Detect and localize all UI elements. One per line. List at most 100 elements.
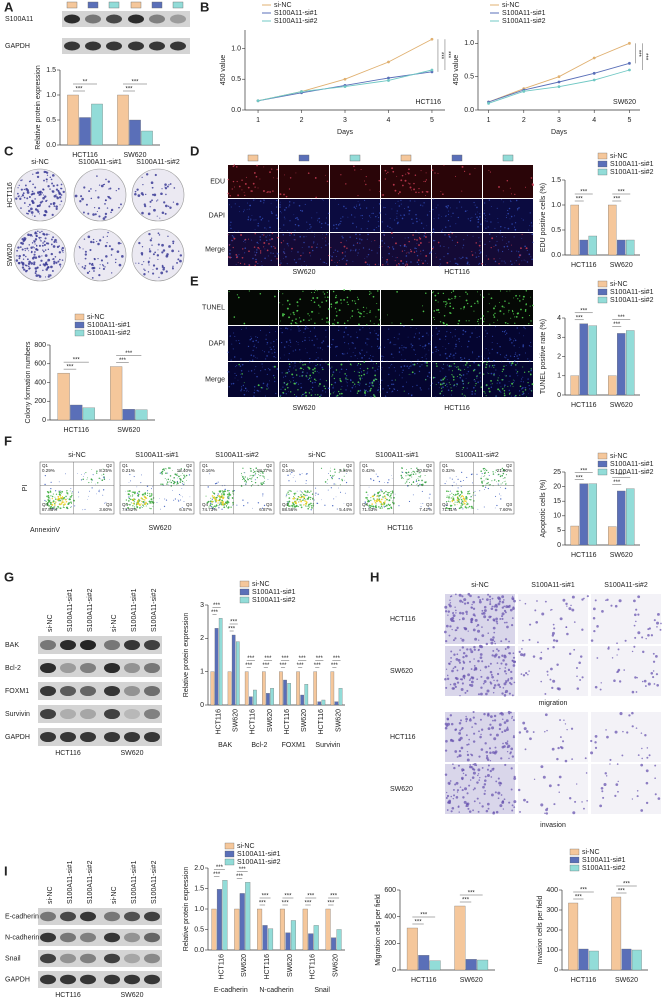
cell-dot bbox=[483, 615, 487, 619]
cell-dot bbox=[303, 369, 305, 370]
cell-dot bbox=[313, 378, 316, 381]
cell-dot bbox=[356, 254, 358, 256]
cell-dot bbox=[503, 390, 506, 392]
cell-dot bbox=[463, 502, 466, 505]
cell-dot bbox=[285, 384, 287, 386]
cell-dot bbox=[378, 347, 380, 349]
cell-dot bbox=[549, 678, 552, 681]
cell-dot bbox=[301, 395, 303, 397]
cell-dot bbox=[332, 374, 334, 376]
cell-dot bbox=[234, 377, 236, 379]
cell-dot bbox=[501, 718, 504, 721]
cell-dot bbox=[66, 506, 68, 509]
cell-dot bbox=[494, 608, 498, 612]
lane-header: S100A11-si#1 bbox=[131, 588, 138, 632]
blot-band bbox=[144, 685, 160, 697]
cell-dot bbox=[224, 488, 226, 491]
blot-band bbox=[144, 953, 160, 964]
cell-dot bbox=[366, 372, 368, 374]
quadrant-name: Q3 bbox=[186, 502, 193, 507]
cell-dot bbox=[381, 240, 383, 242]
blot-band bbox=[80, 932, 96, 943]
blot-band bbox=[104, 731, 120, 743]
bar bbox=[67, 94, 79, 146]
cell-dot bbox=[564, 723, 567, 725]
colony bbox=[92, 238, 95, 241]
cell-dot bbox=[269, 380, 270, 382]
cell-dot bbox=[103, 478, 106, 481]
cell-dot bbox=[337, 224, 340, 226]
cell-dot bbox=[473, 201, 475, 204]
cell-dot bbox=[289, 303, 291, 306]
cell-dot bbox=[525, 260, 527, 262]
colony bbox=[34, 238, 38, 241]
cell-dot bbox=[229, 195, 231, 197]
colony bbox=[26, 191, 30, 194]
cell-dot bbox=[372, 505, 375, 508]
cell-dot bbox=[290, 490, 292, 492]
cell-dot bbox=[404, 237, 406, 239]
cell-dot bbox=[290, 322, 293, 325]
cell-dot bbox=[294, 223, 297, 226]
cell-dot bbox=[466, 373, 468, 375]
cell-dot bbox=[282, 386, 284, 388]
cell-dot bbox=[241, 373, 243, 375]
cell-dot bbox=[424, 474, 426, 476]
cell-dot bbox=[500, 757, 503, 760]
cell-dot bbox=[631, 711, 634, 715]
cell-dot bbox=[266, 383, 269, 385]
cell-dot bbox=[479, 372, 481, 374]
cell-dot bbox=[383, 234, 385, 236]
cell-dot bbox=[461, 612, 465, 615]
cell-dot bbox=[590, 739, 593, 743]
cell-dot bbox=[506, 740, 509, 742]
cell-dot bbox=[137, 494, 139, 497]
cell-dot bbox=[355, 331, 357, 333]
cell-dot bbox=[449, 604, 452, 608]
cell-dot bbox=[493, 714, 497, 718]
cell-dot bbox=[347, 320, 349, 322]
cell-dot bbox=[453, 354, 455, 356]
cell-dot bbox=[556, 663, 559, 667]
colony bbox=[34, 251, 36, 253]
cell-dot bbox=[342, 216, 344, 218]
cell-dot bbox=[462, 380, 464, 382]
cell-dot bbox=[505, 357, 507, 359]
cell-dot bbox=[401, 467, 403, 469]
cell-dot bbox=[366, 313, 368, 315]
cell-dot bbox=[295, 492, 297, 494]
cell-dot bbox=[508, 302, 510, 304]
cell-dot bbox=[537, 641, 539, 644]
cell-dot bbox=[584, 757, 587, 760]
cell-dot bbox=[280, 388, 282, 390]
colony bbox=[96, 210, 98, 213]
cell-dot bbox=[285, 341, 288, 343]
cell-dot bbox=[386, 494, 387, 496]
cell-dot bbox=[607, 647, 610, 650]
cell-dot bbox=[646, 756, 649, 759]
colony bbox=[50, 243, 53, 246]
colony bbox=[26, 212, 28, 215]
cell-dot bbox=[339, 469, 341, 471]
cell-dot bbox=[522, 344, 525, 346]
quadrant-percent: 7.42% bbox=[419, 507, 432, 512]
cell-dot bbox=[559, 736, 562, 738]
x-tick-label: 1 bbox=[256, 117, 260, 124]
cell-dot bbox=[455, 483, 457, 485]
cell-dot bbox=[386, 498, 388, 501]
cell-dot bbox=[166, 479, 168, 481]
cell-dot bbox=[514, 322, 516, 324]
cell-dot bbox=[483, 480, 485, 482]
cell-dot bbox=[449, 501, 451, 503]
cell-dot bbox=[519, 810, 521, 813]
cell-dot bbox=[391, 500, 393, 502]
colony bbox=[36, 209, 39, 212]
cell-dot bbox=[510, 338, 512, 341]
colony bbox=[102, 265, 105, 267]
colony bbox=[52, 184, 55, 187]
cell-dot bbox=[391, 477, 393, 479]
cell-dot bbox=[313, 243, 314, 245]
cell-dot bbox=[347, 378, 349, 380]
cell-dot bbox=[373, 498, 375, 500]
cell-dot bbox=[305, 480, 307, 482]
